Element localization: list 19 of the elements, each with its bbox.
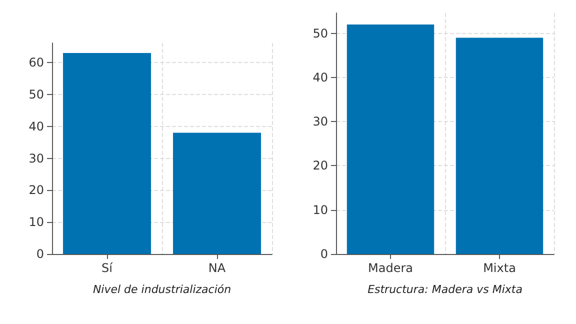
x-tick-label: NA — [208, 261, 226, 275]
x-tick-label: Mixta — [483, 261, 516, 275]
y-tick-label: 50 — [312, 26, 328, 40]
y-tick-label: 0 — [320, 247, 328, 261]
y-tick-label: 0 — [36, 247, 44, 261]
y-tick-label: 40 — [28, 119, 44, 134]
x-tick-label: Sí — [102, 261, 114, 275]
y-tick-label: 20 — [28, 183, 44, 198]
y-tick-label: 10 — [28, 215, 44, 230]
y-tick-label: 60 — [28, 56, 44, 70]
y-tick-label: 40 — [312, 70, 328, 84]
y-tick-label: 30 — [312, 114, 328, 129]
y-tick-label: 50 — [28, 88, 44, 102]
x-axis-title: Nivel de industrialización — [92, 283, 232, 296]
y-tick-label: 30 — [28, 151, 44, 166]
y-tick-label: 10 — [312, 202, 328, 217]
x-axis-title: Estructura: Madera vs Mixta — [368, 283, 523, 296]
x-tick-label: Madera — [368, 261, 413, 275]
y-tick-label: 20 — [312, 158, 328, 173]
